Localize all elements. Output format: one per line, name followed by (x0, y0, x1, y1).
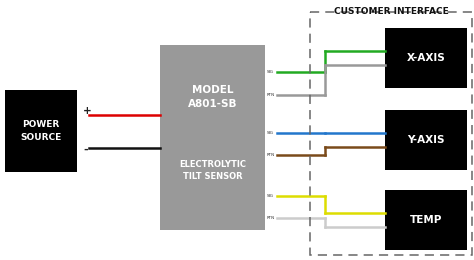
Bar (160, 45, 265, 230)
Bar (385, 110, 467, 170)
Bar (5, 90, 77, 172)
Bar (385, 190, 467, 250)
Bar (310, 12, 472, 255)
Text: Y-AXIS: Y-AXIS (407, 135, 445, 145)
Text: SIG: SIG (267, 131, 274, 135)
Text: CUSTOMER INTERFACE: CUSTOMER INTERFACE (334, 7, 448, 16)
Text: MODEL
A801-SB: MODEL A801-SB (188, 85, 237, 109)
Text: ELECTROLYTIC
TILT SENSOR: ELECTROLYTIC TILT SENSOR (179, 160, 246, 181)
Text: +: + (83, 106, 92, 116)
Text: RTN: RTN (267, 93, 275, 97)
Text: TEMP: TEMP (410, 215, 442, 225)
Text: RTN: RTN (267, 153, 275, 157)
Bar (385, 28, 467, 88)
Text: X-AXIS: X-AXIS (407, 53, 446, 63)
Text: RTN: RTN (267, 216, 275, 220)
Text: SIG: SIG (267, 194, 274, 198)
Text: POWER
SOURCE: POWER SOURCE (20, 120, 62, 142)
Text: -: - (83, 145, 88, 155)
Text: SIG: SIG (267, 70, 274, 74)
